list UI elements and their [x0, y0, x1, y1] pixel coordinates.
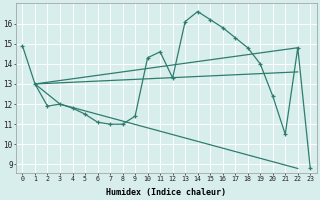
X-axis label: Humidex (Indice chaleur): Humidex (Indice chaleur): [106, 188, 226, 197]
